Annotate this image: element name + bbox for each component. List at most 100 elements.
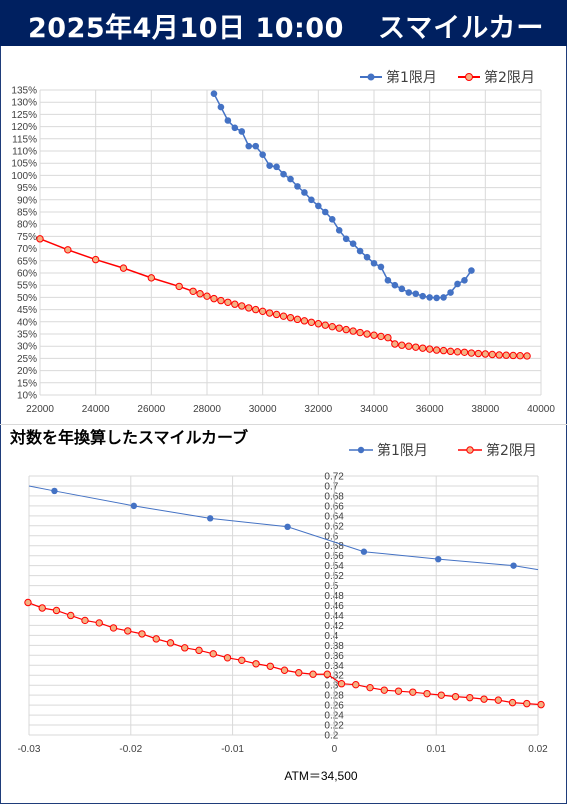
y-tick-label: 100% [11,171,37,182]
x-tick-label: 0.01 [426,744,446,755]
data-point [474,349,483,358]
x-tick-label: -0.02 [119,744,142,755]
x-tick-label: 22000 [26,404,54,415]
data-point [398,285,406,293]
data-point [342,235,350,243]
x-tick-label: 0 [332,744,338,755]
data-point [238,128,246,135]
data-point [252,142,260,150]
data-point [447,289,454,296]
x-tick-label: 34000 [360,404,388,415]
data-point [349,327,357,335]
data-point [308,196,315,204]
data-point [508,698,517,707]
data-point [175,282,183,291]
atm-note: ATM＝34,500 [284,769,357,783]
data-point [279,312,288,320]
data-point [523,699,531,708]
x-tick-label: 30000 [249,404,277,415]
data-point [435,555,442,563]
y-tick-label: 10% [17,391,37,402]
data-point [210,294,218,303]
data-point [349,240,357,248]
data-point [481,350,490,358]
x-tick-label: 38000 [471,404,499,415]
data-point [223,654,232,662]
data-point [495,351,503,359]
data-point [391,340,399,348]
data-point [152,635,160,643]
data-point [335,324,343,332]
data-point [337,679,346,688]
data-point [328,216,336,223]
data-point [231,300,239,308]
y-tick-label: 70% [17,244,37,255]
series-line-1 [213,93,473,299]
x-tick-label: 28000 [193,404,221,415]
y-tick-label: 95% [17,183,37,194]
data-point [454,280,461,288]
legend-label: 第1限月 [377,442,428,459]
data-point [516,352,524,360]
data-point [224,117,232,124]
data-point [252,660,260,668]
chart-divider [0,424,567,425]
data-point [384,277,392,284]
data-point [439,346,448,355]
data-point [217,103,225,111]
data-point [412,343,420,351]
data-point [510,562,517,569]
data-point [231,124,239,132]
data-point [51,487,58,495]
data-point [433,294,440,302]
data-point [460,348,469,356]
data-point [363,330,371,338]
x-tick-label: 0.02 [528,744,548,755]
data-point [130,502,138,510]
data-point [224,298,232,306]
y-tick-label: 65% [17,256,37,267]
y-tick-label: 135% [11,86,37,97]
data-point [210,90,218,97]
data-point [432,346,441,354]
y-tick-label: 45% [17,305,37,316]
data-point [209,650,217,658]
data-point [394,687,403,695]
data-point [280,666,289,674]
y-tick-label: 35% [17,330,37,341]
data-point [466,693,474,702]
y-tick-label: 0.5 [324,581,338,592]
data-point [287,175,294,183]
data-point [523,352,531,360]
data-point [81,616,89,625]
data-point [245,142,253,150]
y-tick-label: 125% [11,110,37,121]
y-tick-label: 0.6 [324,531,338,542]
y-tick-label: 115% [12,134,37,145]
x-tick-label: 24000 [82,404,110,415]
data-point [295,669,303,677]
legend-marker [465,73,473,81]
data-point [328,322,336,331]
data-point [238,302,246,310]
data-point [480,695,488,703]
y-tick-label: 20% [17,366,37,377]
data-point [461,277,468,284]
data-point [300,317,309,325]
data-point [309,670,317,678]
data-point [147,274,156,282]
data-point [259,151,266,158]
data-point [36,235,44,243]
header-date: 2025年4月10日 10:00 [28,13,344,44]
data-point [419,344,427,352]
data-point [384,333,392,342]
y-tick-label: 130% [11,98,37,109]
y-tick-label: 85% [17,208,37,219]
data-point [363,253,371,261]
data-point [314,320,323,328]
data-point [238,656,246,664]
y-tick-label: 0.3 [324,681,338,692]
data-point [24,598,32,607]
legend-marker [367,73,375,81]
data-point [189,287,197,296]
